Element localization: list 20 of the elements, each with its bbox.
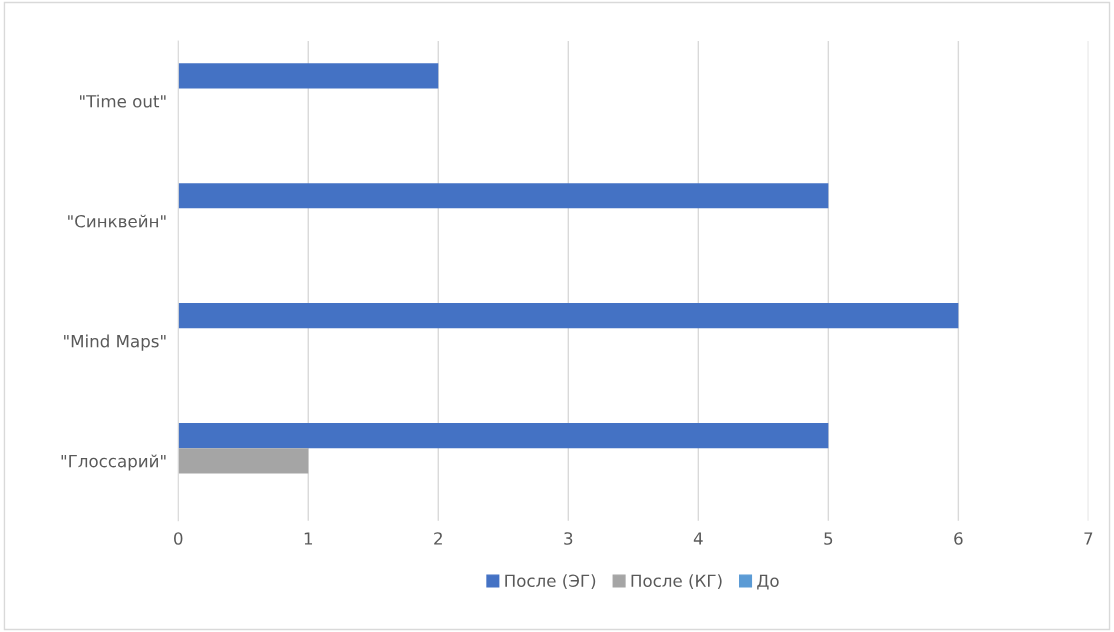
x-tick-label: 0 (174, 532, 183, 545)
bar (178, 303, 959, 329)
x-tick-label: 1 (304, 532, 313, 545)
x-tick-label: 4 (693, 532, 703, 545)
y-tick-label: "Mind Maps" (64, 334, 166, 351)
bar (178, 423, 829, 449)
y-tick-label: "Глоссарий" (61, 454, 166, 471)
x-tick-label: 3 (564, 532, 573, 545)
x-tick-label: 2 (434, 532, 442, 545)
y-tick-label: "Time out" (80, 94, 166, 108)
y-tick-label: "Синквейн" (68, 214, 166, 228)
legend-label: До (757, 574, 779, 590)
bar (178, 63, 439, 89)
x-tick-label: 7 (1084, 532, 1093, 545)
x-tick-label: 6 (954, 532, 963, 545)
x-tick-label: 5 (824, 532, 833, 545)
legend-label: После (ЭГ) (505, 574, 596, 590)
bar (178, 448, 309, 474)
bar (178, 183, 829, 209)
legend-label: После (КГ) (631, 574, 722, 590)
